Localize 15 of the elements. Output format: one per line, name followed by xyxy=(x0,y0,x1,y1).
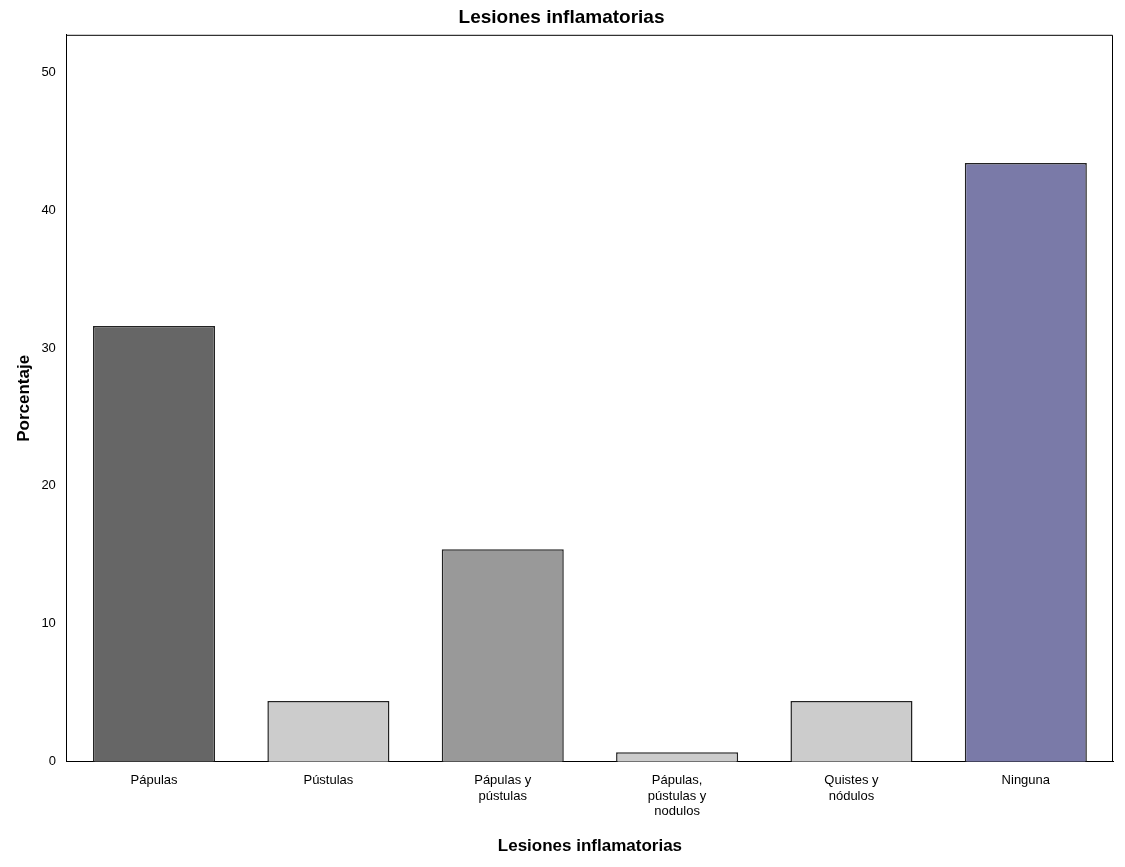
y-axis-title: Porcentaje xyxy=(13,354,33,442)
x-tick-label: Pápulas y pústulas xyxy=(474,772,532,803)
y-tick-label: 40 xyxy=(41,201,56,217)
x-tick-label: Ninguna xyxy=(1001,772,1051,788)
chart-title: Lesiones inflamatorias xyxy=(458,5,665,27)
y-tick-label: 0 xyxy=(48,753,56,769)
x-tick-label: Pápulas xyxy=(130,772,179,788)
y-tick-label: 50 xyxy=(41,63,56,79)
x-tick-label: Quistes y nódulos xyxy=(824,772,880,803)
x-tick-label: Pápulas, pústulas y nodulos xyxy=(647,772,707,819)
x-tick-label: Pústulas xyxy=(303,772,354,788)
y-tick-label: 30 xyxy=(41,339,56,355)
y-tick-label: 10 xyxy=(41,615,56,631)
x-axis-title: Lesiones inflamatorias xyxy=(497,836,683,856)
y-tick-label: 20 xyxy=(41,477,56,493)
